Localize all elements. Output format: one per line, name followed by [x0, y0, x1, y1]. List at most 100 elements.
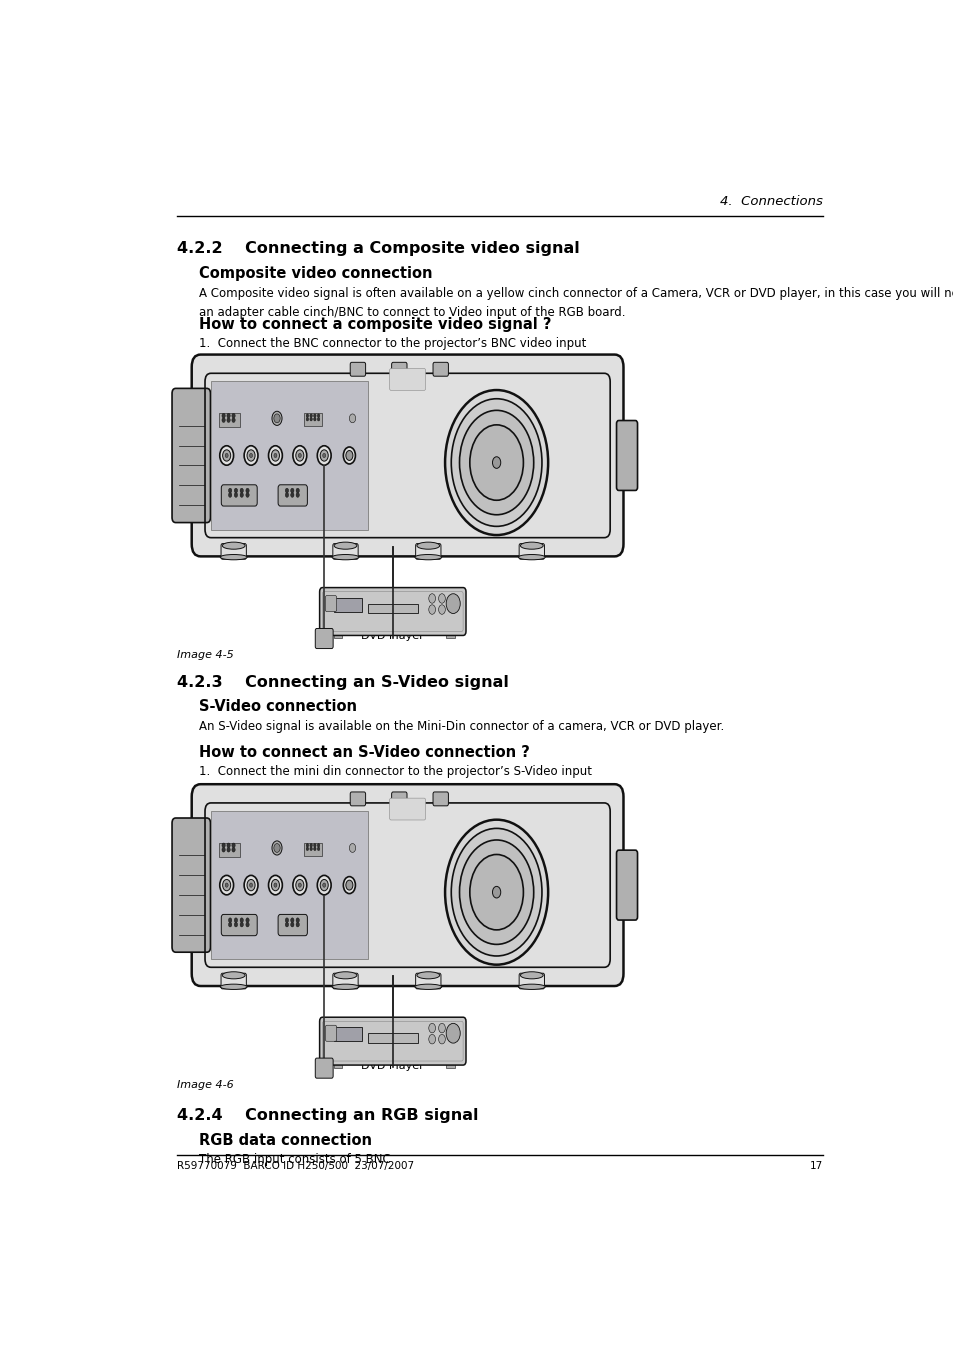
Circle shape	[222, 417, 225, 423]
Bar	[334, 631, 342, 639]
Circle shape	[247, 450, 254, 461]
Circle shape	[438, 1023, 445, 1034]
FancyBboxPatch shape	[616, 420, 637, 490]
Circle shape	[317, 843, 319, 847]
Circle shape	[227, 847, 230, 852]
Circle shape	[445, 820, 548, 965]
Bar	[367, 604, 417, 613]
Circle shape	[250, 454, 253, 458]
Circle shape	[428, 593, 436, 603]
Circle shape	[232, 413, 235, 417]
Circle shape	[293, 446, 307, 465]
Circle shape	[227, 843, 230, 847]
Circle shape	[232, 417, 235, 423]
Circle shape	[229, 917, 232, 923]
Circle shape	[343, 447, 355, 463]
FancyBboxPatch shape	[172, 388, 211, 523]
Ellipse shape	[415, 984, 441, 989]
Bar	[446, 1061, 455, 1069]
FancyBboxPatch shape	[221, 973, 246, 989]
Circle shape	[469, 854, 523, 929]
Circle shape	[298, 454, 301, 458]
Circle shape	[295, 917, 299, 923]
Text: DVD Player: DVD Player	[361, 1061, 424, 1071]
Circle shape	[445, 390, 548, 535]
Circle shape	[459, 840, 533, 944]
Text: Image 4-5: Image 4-5	[176, 650, 233, 661]
Ellipse shape	[415, 554, 441, 559]
Circle shape	[234, 493, 237, 497]
FancyBboxPatch shape	[192, 784, 623, 986]
Ellipse shape	[520, 542, 542, 550]
Circle shape	[306, 847, 309, 851]
Circle shape	[310, 847, 312, 851]
Circle shape	[285, 488, 289, 493]
FancyBboxPatch shape	[433, 362, 448, 376]
Circle shape	[306, 417, 309, 422]
Circle shape	[291, 923, 294, 927]
FancyBboxPatch shape	[319, 1017, 465, 1065]
FancyBboxPatch shape	[616, 850, 637, 920]
Bar	[334, 1027, 361, 1042]
FancyBboxPatch shape	[518, 543, 544, 559]
Circle shape	[469, 424, 523, 500]
Text: A Composite video signal is often available on a yellow cinch connector of a Cam: A Composite video signal is often availa…	[199, 286, 953, 300]
Text: 4.  Connections: 4. Connections	[720, 196, 822, 208]
FancyBboxPatch shape	[333, 543, 357, 559]
Circle shape	[247, 880, 254, 890]
Circle shape	[244, 446, 257, 465]
Ellipse shape	[416, 971, 439, 979]
Circle shape	[320, 450, 328, 461]
Circle shape	[317, 847, 319, 851]
FancyBboxPatch shape	[392, 362, 407, 376]
Circle shape	[240, 493, 243, 497]
Text: 17: 17	[809, 1161, 822, 1171]
Circle shape	[446, 1023, 459, 1043]
Circle shape	[250, 884, 253, 888]
FancyBboxPatch shape	[221, 485, 257, 507]
Text: R59770079  BARCO ID H250/500  23/07/2007: R59770079 BARCO ID H250/500 23/07/2007	[176, 1161, 414, 1171]
Circle shape	[272, 411, 282, 426]
Text: How to connect an S-Video connection ?: How to connect an S-Video connection ?	[199, 744, 530, 759]
Circle shape	[219, 446, 233, 465]
FancyBboxPatch shape	[219, 843, 240, 857]
Text: DVD Player: DVD Player	[361, 631, 424, 642]
FancyBboxPatch shape	[325, 1025, 336, 1042]
Circle shape	[274, 884, 276, 888]
Circle shape	[295, 493, 299, 497]
FancyBboxPatch shape	[433, 792, 448, 805]
Circle shape	[285, 493, 289, 497]
Ellipse shape	[220, 554, 247, 559]
Bar	[334, 1061, 342, 1069]
Text: S-Video connection: S-Video connection	[199, 698, 356, 713]
FancyBboxPatch shape	[389, 798, 425, 820]
Circle shape	[438, 605, 445, 615]
Text: The RGB input consists of 5 BNC: The RGB input consists of 5 BNC	[199, 1154, 391, 1166]
Circle shape	[268, 875, 282, 894]
FancyBboxPatch shape	[314, 1058, 333, 1078]
Text: RGB data connection: RGB data connection	[199, 1132, 372, 1148]
Circle shape	[492, 457, 500, 469]
FancyBboxPatch shape	[221, 915, 257, 936]
FancyBboxPatch shape	[392, 792, 407, 805]
Circle shape	[272, 880, 279, 890]
Circle shape	[246, 493, 249, 497]
Circle shape	[234, 488, 237, 493]
Circle shape	[459, 411, 533, 515]
Bar	[334, 597, 361, 612]
Circle shape	[317, 417, 319, 422]
Circle shape	[310, 843, 312, 847]
FancyBboxPatch shape	[211, 811, 368, 959]
Text: Image 4-6: Image 4-6	[176, 1079, 233, 1090]
Circle shape	[272, 840, 282, 855]
Circle shape	[246, 488, 249, 493]
Circle shape	[438, 1035, 445, 1044]
Circle shape	[317, 413, 319, 417]
Circle shape	[244, 875, 257, 894]
Circle shape	[234, 917, 237, 923]
Circle shape	[222, 413, 225, 417]
Circle shape	[246, 923, 249, 927]
Circle shape	[291, 917, 294, 923]
Circle shape	[317, 446, 331, 465]
Ellipse shape	[332, 554, 358, 559]
